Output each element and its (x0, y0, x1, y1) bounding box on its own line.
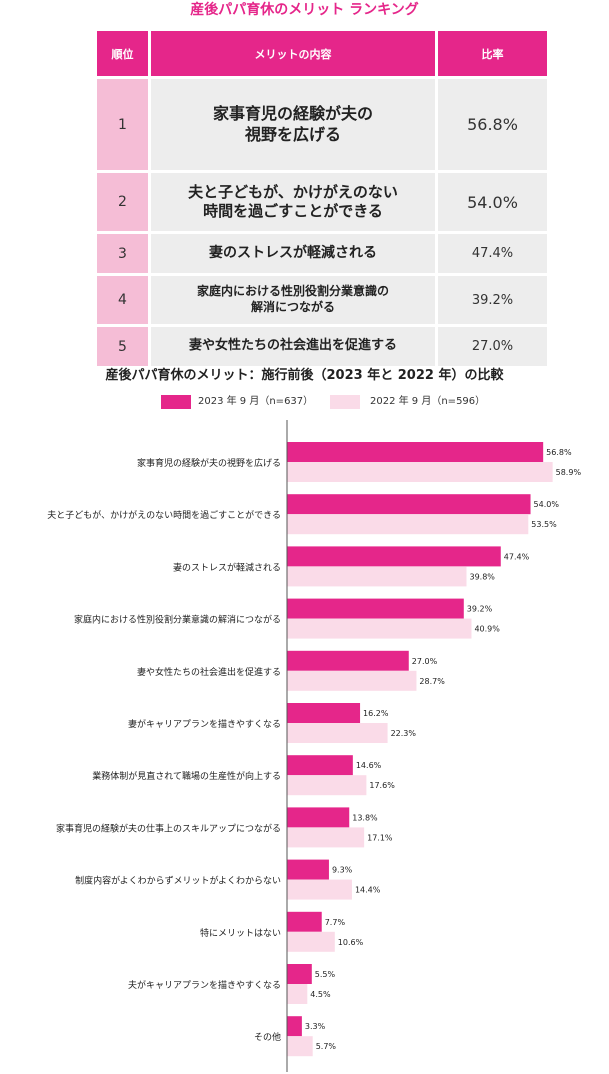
bar-2023 (287, 650, 409, 671)
merit-content: 夫と子どもが、かけがえのない 時間を過ごすことができる (151, 173, 435, 231)
header-content: メリットの内容 (151, 31, 435, 76)
category-label: 家事育児の経験が夫の視野を広げる (137, 457, 281, 469)
merit-rate: 27.0% (438, 327, 547, 366)
category-label: 夫がキャリアプランを描きやすくなる (128, 979, 281, 991)
value-label: 39.8% (469, 572, 495, 581)
bar-2023 (287, 964, 312, 984)
rank-number: 3 (97, 234, 148, 273)
value-label: 3.3% (305, 1022, 326, 1031)
value-label: 40.9% (474, 625, 500, 634)
value-label: 7.7% (325, 918, 346, 927)
value-label: 5.5% (315, 970, 336, 979)
bar-2022 (287, 827, 365, 848)
bar-2022 (287, 462, 553, 482)
bar-2022 (287, 566, 467, 587)
value-label: 22.3% (391, 729, 417, 738)
value-label: 14.4% (355, 886, 381, 895)
rank-number: 1 (97, 79, 148, 170)
bar-2022 (287, 618, 472, 639)
bar-2023 (287, 494, 531, 515)
rank-number: 2 (97, 173, 148, 231)
bar-2023 (287, 911, 322, 932)
category-label: 特にメリットはない (200, 927, 281, 939)
bar-2022 (287, 670, 417, 691)
legend-swatch-2023 (161, 395, 191, 409)
header-rank: 順位 (97, 31, 148, 76)
value-label: 28.7% (419, 677, 445, 686)
bar-2022 (287, 775, 367, 796)
merit-content: 家事育児の経験が夫の 視野を広げる (151, 79, 435, 170)
bar-2022 (287, 514, 529, 535)
bar-2023 (287, 598, 464, 619)
value-label: 5.7% (316, 1042, 337, 1051)
bar-2022 (287, 723, 388, 743)
legend-label-2022: 2022 年 9 月（n=596） (370, 396, 486, 407)
bar-2022 (287, 931, 335, 952)
category-label: 妻がキャリアプランを描きやすくなる (128, 718, 281, 730)
category-label: 妻や女性たちの社会進出を促進する (137, 666, 281, 678)
bar-2022 (287, 1036, 313, 1057)
value-label: 13.8% (352, 813, 378, 822)
merit-content: 家庭内における性別役割分業意識の 解消につながる (151, 276, 435, 324)
category-label: 業務体制が見直されて職場の生産性が向上する (92, 770, 281, 782)
legend-swatch-2022 (330, 395, 360, 409)
chart-title: 産後パパ育休のメリット：施行前後（2023 年と 2022 年）の比較 (105, 368, 504, 383)
bar-2022 (287, 879, 352, 900)
value-label: 14.6% (356, 761, 382, 770)
category-label: 妻のストレスが軽減される (173, 561, 281, 573)
value-label: 16.2% (363, 709, 389, 718)
value-label: 10.6% (338, 938, 364, 947)
value-label: 27.0% (412, 657, 438, 666)
bar-2023 (287, 1016, 302, 1037)
merit-rate: 54.0% (438, 173, 547, 231)
value-label: 53.5% (531, 520, 557, 529)
bar-2023 (287, 546, 501, 567)
category-label: 制度内容がよくわからずメリットがよくわからない (75, 875, 281, 887)
rank-number: 4 (97, 276, 148, 324)
value-label: 56.8% (546, 448, 572, 457)
value-label: 17.1% (367, 833, 393, 842)
ranking-title: 産後パパ育休のメリット ランキング (190, 2, 419, 18)
merit-rate: 47.4% (438, 234, 547, 273)
bar-2023 (287, 703, 361, 723)
value-label: 54.0% (534, 500, 560, 509)
merit-rate: 56.8% (438, 79, 547, 170)
value-label: 47.4% (504, 552, 530, 561)
category-label: その他 (254, 1031, 281, 1043)
value-label: 9.3% (332, 866, 353, 875)
category-label: 家事育児の経験が夫の仕事上のスキルアップにつながる (56, 822, 281, 834)
value-label: 39.2% (467, 605, 493, 614)
merit-content: 妻や女性たちの社会進出を促進する (151, 327, 435, 366)
category-label: 家庭内における性別役割分業意識の解消につながる (74, 614, 281, 626)
merit-rate: 39.2% (438, 276, 547, 324)
bar-2023 (287, 859, 329, 880)
value-label: 17.6% (369, 781, 395, 790)
bar-2023 (287, 442, 544, 462)
legend-label-2023: 2023 年 9 月（n=637） (198, 396, 314, 407)
header-rate: 比率 (438, 31, 547, 76)
bar-2022 (287, 984, 308, 1004)
category-label: 夫と子どもが、かけがえのない時間を過ごすことができる (47, 509, 281, 521)
bar-2023 (287, 755, 353, 776)
merit-content: 妻のストレスが軽減される (151, 234, 435, 273)
rank-number: 5 (97, 327, 148, 366)
value-label: 58.9% (556, 468, 582, 477)
bar-2023 (287, 807, 350, 828)
value-label: 4.5% (310, 990, 331, 999)
